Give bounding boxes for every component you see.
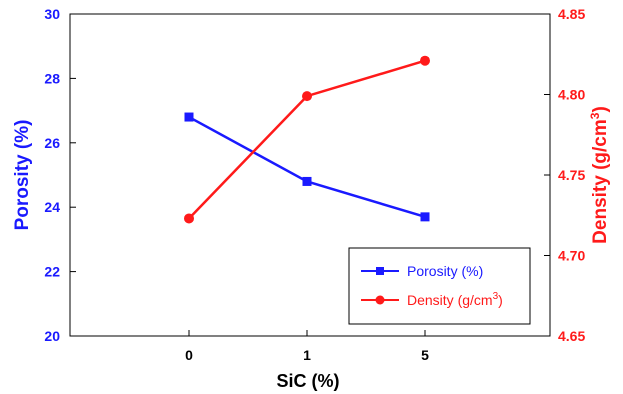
y-right-axis-title-main: Density (g/cm — [590, 119, 611, 244]
legend-label-porosity: Porosity (%) — [407, 263, 483, 279]
legend-label-density-end: ) — [498, 292, 503, 308]
left-tick-label: 22 — [44, 264, 60, 280]
porosity-point — [420, 212, 430, 222]
density-line — [188, 59, 426, 220]
right-tick-label: 4.70 — [558, 248, 585, 264]
density-point — [184, 213, 194, 224]
right-axis: 4.65 4.70 4.75 4.80 4.85 — [544, 6, 585, 344]
legend-label-density-main: Density (g/cm — [407, 292, 493, 308]
left-tick-label: 26 — [44, 135, 60, 151]
left-axis: 20 22 24 26 28 30 — [44, 6, 76, 344]
right-tick-label: 4.65 — [558, 328, 585, 344]
density-point — [420, 55, 430, 66]
porosity-point — [184, 112, 194, 122]
x-tick-label: 5 — [421, 347, 429, 363]
left-tick-label: 20 — [44, 328, 60, 344]
legend-marker-porosity — [376, 267, 384, 275]
x-tick-label: 0 — [185, 347, 193, 363]
y-left-axis-title: Porosity (%) — [12, 120, 33, 231]
y-right-axis-title: Density (g/cm3) — [588, 106, 611, 244]
legend-marker-density — [375, 295, 385, 305]
series-layer — [184, 55, 430, 224]
x-axis-title: SiC (%) — [277, 371, 340, 391]
right-tick-label: 4.75 — [558, 167, 585, 183]
left-tick-label: 28 — [44, 70, 60, 86]
legend: Porosity (%) Density (g/cm3) — [348, 247, 531, 325]
legend-box — [348, 247, 531, 325]
density-point — [302, 91, 312, 102]
left-tick-label: 24 — [44, 199, 60, 215]
right-tick-label: 4.85 — [558, 6, 585, 22]
x-axis: 0 1 5 — [185, 330, 429, 363]
right-tick-label: 4.80 — [558, 87, 585, 103]
y-right-axis-title-sup: 3 — [588, 112, 602, 119]
legend-label-density-sup: 3 — [493, 291, 499, 302]
x-tick-label: 1 — [303, 347, 311, 363]
porosity-point — [302, 176, 312, 186]
y-right-axis-title-end: ) — [590, 106, 611, 112]
porosity-line — [188, 115, 426, 219]
legend-label-density: Density (g/cm3) — [407, 291, 503, 308]
left-tick-label: 30 — [44, 6, 60, 22]
